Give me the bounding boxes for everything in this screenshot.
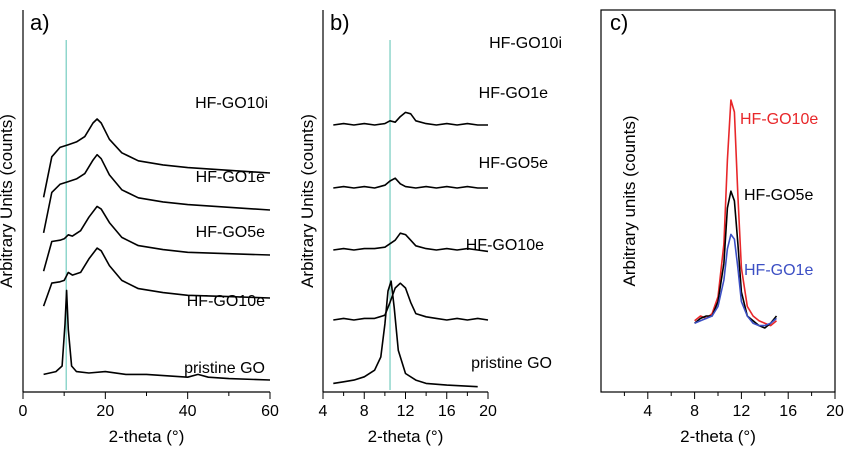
y-axis-title: Arbitrary units (counts)	[620, 116, 639, 287]
x-axis-title: 2-theta (°)	[368, 427, 444, 446]
panel-letter: b)	[330, 10, 350, 35]
x-tick-label: 8	[360, 403, 369, 420]
series-line-hf-go5e	[42, 205, 271, 272]
x-tick-label: 16	[438, 403, 456, 420]
series-label: HF-GO1e	[744, 262, 813, 279]
x-tick-label: 4	[319, 403, 328, 420]
panel-c: 4 8 12 16 20 2-theta (°) Arbitrary units (coun…	[600, 9, 844, 446]
y-axis-title: Arbitrary Units (counts)	[0, 114, 16, 288]
series-line-hf-go1e	[42, 153, 271, 234]
series-label: HF-GO5e	[479, 155, 548, 172]
x-tick-label: 12	[397, 403, 415, 420]
x-tick-label: 60	[261, 403, 279, 420]
y-axis-title: Arbitrary Units (counts)	[298, 114, 317, 288]
series-line-hf-go10e	[42, 247, 271, 307]
series-label: pristine GO	[471, 355, 552, 372]
x-axis-title: 2-theta (°)	[680, 427, 756, 446]
x-tick-label: 40	[179, 403, 197, 420]
series-line-hf-go10i	[42, 118, 271, 198]
series-label: pristine GO	[184, 360, 265, 377]
series-label: HF-GO5e	[744, 187, 813, 204]
series-label: HF-GO5e	[196, 224, 265, 241]
series-label: HF-GO10i	[489, 35, 562, 52]
series-line-hf-go10i	[333, 111, 488, 126]
x-tick-label: 20	[96, 403, 114, 420]
panel-a: 0 20 40 60 2-theta (°) Arbitrary Units (count…	[0, 10, 279, 446]
x-tick-label: 4	[643, 403, 652, 420]
series-label: HF-GO10e	[466, 237, 544, 254]
series-line-hf-go10e	[333, 282, 489, 321]
panel-b: 4 8 12 16 20 2-theta (°) Arbitrary Units (coun…	[298, 10, 562, 446]
series-label: HF-GO10e	[740, 111, 818, 128]
series-line-pristine-go	[333, 280, 478, 388]
series-line-hf-go5e	[694, 190, 778, 329]
x-axis-title: 2-theta (°)	[109, 427, 185, 446]
x-tick-label: 16	[779, 403, 797, 420]
series-line-hf-go1e	[333, 177, 488, 189]
series-label: HF-GO10e	[187, 293, 265, 310]
series-line-hf-go5e	[333, 232, 489, 253]
x-tick-label: 20	[826, 403, 844, 420]
panel-letter: a)	[30, 10, 50, 35]
x-tick-label: 12	[733, 403, 751, 420]
x-tick-label: 20	[479, 403, 497, 420]
series-label: HF-GO1e	[196, 169, 265, 186]
panel-letter: c)	[610, 10, 628, 35]
series-line-hf-go1e	[694, 233, 778, 327]
x-tick-label: 8	[690, 403, 699, 420]
series-line-pristine-go	[43, 289, 271, 381]
series-label: HF-GO1e	[479, 85, 548, 102]
x-tick-label: 0	[19, 403, 28, 420]
series-label: HF-GO10i	[195, 95, 268, 112]
